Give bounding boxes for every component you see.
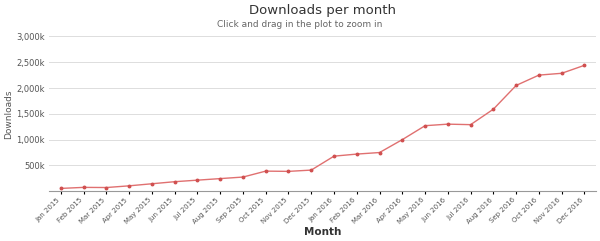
- Y-axis label: Downloads: Downloads: [4, 89, 13, 139]
- Text: Click and drag in the plot to zoom in: Click and drag in the plot to zoom in: [217, 20, 383, 29]
- Title: Downloads per month: Downloads per month: [249, 4, 396, 17]
- X-axis label: Month: Month: [304, 227, 341, 237]
